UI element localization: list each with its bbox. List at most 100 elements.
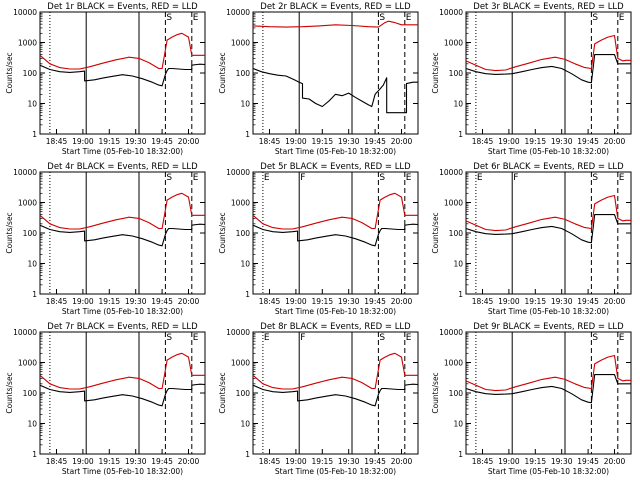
plot-frame bbox=[39, 331, 206, 455]
plot-frame bbox=[465, 171, 632, 295]
x-tick-label: 18:45 bbox=[472, 137, 494, 146]
y-tick-label: 10000 bbox=[439, 8, 463, 17]
chart-title: Det 9r BLACK = Events, RED = LLD bbox=[473, 322, 624, 332]
y-tick-label: 100 bbox=[236, 389, 251, 398]
marker-label: S bbox=[592, 333, 598, 343]
marker-label: E bbox=[619, 13, 625, 23]
x-tick-label: 19:00 bbox=[72, 137, 94, 146]
y-tick-label: 10 bbox=[240, 260, 250, 269]
x-tick-label: 19:15 bbox=[311, 297, 333, 306]
y-axis-label: Counts/sec bbox=[218, 52, 227, 93]
x-tick-label: 19:45 bbox=[151, 137, 173, 146]
series-events-line bbox=[39, 63, 206, 87]
x-tick-label: 19:00 bbox=[498, 297, 520, 306]
x-axis-label: Start Time (05-Feb-10 18:32:00) bbox=[62, 147, 183, 156]
marker-label: E bbox=[406, 333, 412, 343]
chart-panel: Det 5r BLACK = Events, RED = LLD 1 10 100 10… bbox=[213, 160, 426, 320]
x-axis-label: Start Time (05-Feb-10 18:32:00) bbox=[62, 467, 183, 476]
chart-title: Det 3r BLACK = Events, RED = LLD bbox=[473, 2, 624, 12]
y-tick-label: 1 bbox=[32, 290, 37, 299]
y-tick-label: 10000 bbox=[226, 168, 250, 177]
y-axis-label: Counts/sec bbox=[5, 212, 14, 253]
y-tick-label: 1 bbox=[32, 130, 37, 139]
y-tick-label: 10000 bbox=[226, 8, 250, 17]
x-tick-label: 19:00 bbox=[498, 457, 520, 466]
x-tick-label: 19:45 bbox=[577, 137, 599, 146]
x-tick-label: 19:15 bbox=[98, 297, 120, 306]
series-lld-line bbox=[465, 194, 631, 232]
chart-svg: Det 2r BLACK = Events, RED = LLD 1 10 100 10… bbox=[218, 2, 419, 156]
x-tick-label: 19:15 bbox=[524, 297, 546, 306]
x-tick-label: 19:30 bbox=[338, 137, 360, 146]
series-events-line bbox=[252, 223, 419, 247]
x-axis-label: Start Time (05-Feb-10 18:32:00) bbox=[275, 467, 396, 476]
y-tick-label: 100 bbox=[23, 389, 38, 398]
series-events-line bbox=[39, 383, 206, 407]
chart-title: Det 2r BLACK = Events, RED = LLD bbox=[260, 2, 411, 12]
chart-panel: Det 9r BLACK = Events, RED = LLD 1 10 100 10… bbox=[426, 320, 639, 480]
y-tick-label: 10 bbox=[240, 420, 250, 429]
marker-label: E bbox=[406, 173, 412, 183]
marker-label: F bbox=[300, 333, 305, 343]
y-tick-label: 100 bbox=[449, 389, 464, 398]
x-tick-label: 19:30 bbox=[125, 137, 147, 146]
y-tick-label: 100 bbox=[23, 229, 38, 238]
series-events-line bbox=[465, 214, 631, 244]
x-tick-label: 19:45 bbox=[364, 297, 386, 306]
marker-label: E bbox=[193, 333, 199, 343]
x-tick-label: 19:45 bbox=[151, 457, 173, 466]
chart-svg: Det 3r BLACK = Events, RED = LLD 1 10 100 10… bbox=[431, 2, 632, 156]
y-tick-label: 10 bbox=[453, 260, 463, 269]
y-tick-label: 10000 bbox=[13, 328, 37, 337]
marker-label: S bbox=[166, 13, 172, 23]
x-tick-label: 19:45 bbox=[577, 457, 599, 466]
x-tick-label: 19:00 bbox=[72, 457, 94, 466]
marker-label: S bbox=[592, 13, 598, 23]
x-tick-label: 19:30 bbox=[551, 457, 573, 466]
chart-svg: Det 9r BLACK = Events, RED = LLD 1 10 100 10… bbox=[431, 322, 632, 476]
chart-panel: Det 2r BLACK = Events, RED = LLD 1 10 100 10… bbox=[213, 0, 426, 160]
marker-label: F bbox=[513, 173, 518, 183]
marker-label: E bbox=[264, 173, 270, 183]
x-axis-label: Start Time (05-Feb-10 18:32:00) bbox=[62, 307, 183, 316]
y-axis-label: Counts/sec bbox=[5, 52, 14, 93]
x-tick-label: 18:45 bbox=[46, 457, 68, 466]
y-tick-label: 10000 bbox=[439, 328, 463, 337]
series-lld-line bbox=[252, 20, 418, 28]
x-tick-label: 20:00 bbox=[604, 297, 626, 306]
series-lld-line bbox=[252, 352, 418, 390]
y-tick-label: 10 bbox=[27, 420, 37, 429]
y-tick-label: 1000 bbox=[18, 39, 37, 48]
x-tick-label: 18:45 bbox=[259, 457, 281, 466]
marker-label: S bbox=[166, 173, 172, 183]
y-tick-label: 1000 bbox=[231, 199, 250, 208]
y-tick-label: 10 bbox=[27, 100, 37, 109]
marker-label: F bbox=[300, 173, 305, 183]
chart-svg: Det 5r BLACK = Events, RED = LLD 1 10 100 10… bbox=[218, 162, 419, 316]
chart-title: Det 8r BLACK = Events, RED = LLD bbox=[260, 322, 411, 332]
y-tick-label: 100 bbox=[449, 229, 464, 238]
chart-title: Det 6r BLACK = Events, RED = LLD bbox=[473, 162, 624, 172]
x-axis-label: Start Time (05-Feb-10 18:32:00) bbox=[488, 467, 609, 476]
series-lld-line bbox=[252, 192, 418, 230]
x-tick-label: 18:45 bbox=[259, 137, 281, 146]
series-events-line bbox=[39, 223, 206, 247]
chart-title: Det 7r BLACK = Events, RED = LLD bbox=[47, 322, 198, 332]
x-tick-label: 19:15 bbox=[98, 137, 120, 146]
y-tick-label: 1000 bbox=[18, 199, 37, 208]
chart-svg: Det 7r BLACK = Events, RED = LLD 1 10 100 10… bbox=[5, 322, 206, 476]
x-axis-label: Start Time (05-Feb-10 18:32:00) bbox=[275, 147, 396, 156]
series-events-line bbox=[465, 54, 631, 84]
y-tick-label: 100 bbox=[236, 69, 251, 78]
marker-label: S bbox=[592, 173, 598, 183]
x-axis-label: Start Time (05-Feb-10 18:32:00) bbox=[488, 147, 609, 156]
chart-panel: Det 3r BLACK = Events, RED = LLD 1 10 100 10… bbox=[426, 0, 639, 160]
chart-panel: Det 4r BLACK = Events, RED = LLD 1 10 100 10… bbox=[0, 160, 213, 320]
marker-label: S bbox=[379, 13, 385, 23]
series-lld-line bbox=[39, 352, 205, 390]
x-tick-label: 18:45 bbox=[472, 297, 494, 306]
x-axis-label: Start Time (05-Feb-10 18:32:00) bbox=[488, 307, 609, 316]
y-axis-label: Counts/sec bbox=[431, 212, 440, 253]
x-tick-label: 19:30 bbox=[551, 137, 573, 146]
x-tick-label: 20:00 bbox=[178, 137, 200, 146]
